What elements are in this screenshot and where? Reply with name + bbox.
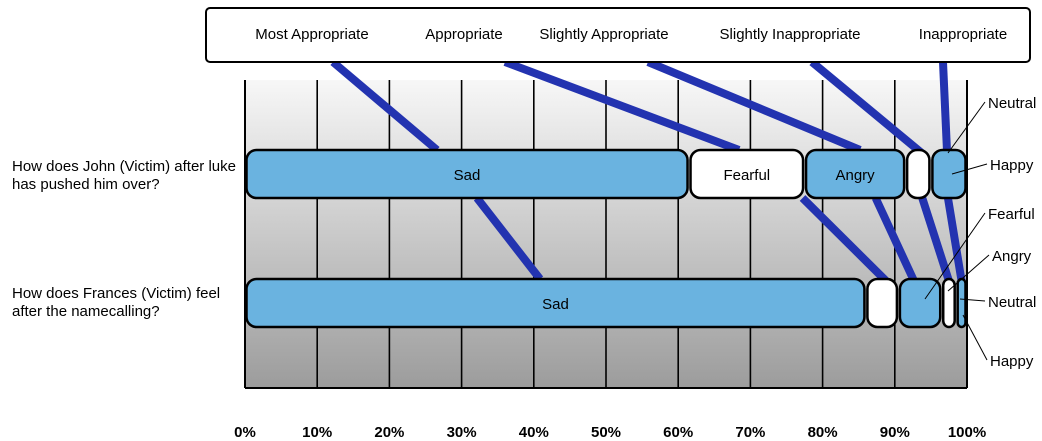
x-tick-label: 100%: [948, 424, 986, 441]
bar-label: Fearful: [723, 167, 770, 184]
category-label-frances: How does Frances (Victim) feel after the…: [12, 285, 221, 320]
x-tick-label: 20%: [374, 424, 404, 441]
bar-segment-happy: [956, 277, 967, 329]
x-tick-label: 0%: [234, 424, 256, 441]
link-line: [646, 58, 862, 154]
link-line: [918, 196, 953, 283]
side-label-angry-2: Angry: [992, 248, 1032, 265]
pointer-line: [947, 101, 986, 154]
x-tick-label: 80%: [808, 424, 838, 441]
bar-label: Sad: [454, 167, 481, 184]
legend-box: [205, 7, 1031, 63]
link-line: [939, 61, 951, 151]
x-tick-label: 10%: [302, 424, 332, 441]
legend-item: Most Appropriate: [255, 26, 368, 43]
legend-link-lines: [330, 58, 966, 284]
bar-segment-sad: [245, 277, 866, 329]
link-line: [330, 58, 440, 154]
side-label-happy-1: Happy: [990, 157, 1034, 174]
legend-item: Slightly Inappropriate: [720, 26, 861, 43]
bars-layer: Sad Fearful Angry Sad: [245, 148, 967, 329]
bar-label: Angry: [835, 167, 875, 184]
pointer-line: [924, 212, 986, 300]
pointer-line: [951, 163, 988, 175]
side-label-fearful-2: Fearful: [988, 206, 1035, 223]
bar-segment-happy: [931, 148, 967, 200]
x-tick-label: 50%: [591, 424, 621, 441]
category-label-john: How does John (Victim) after luke has pu…: [12, 158, 236, 193]
link-line: [799, 195, 889, 284]
bar-label: Sad: [542, 296, 569, 313]
link-line: [872, 196, 918, 283]
bar-segment-fearful: [689, 148, 805, 200]
link-line: [473, 195, 544, 282]
legend-item: Slightly Appropriate: [539, 26, 668, 43]
bar-segment-sad: [245, 148, 689, 200]
x-tick-label: 40%: [519, 424, 549, 441]
pointer-line: [962, 314, 988, 361]
side-labels: Neutral Happy Fearful Angry Neutral Happy: [924, 95, 1036, 370]
x-tick-label: 90%: [880, 424, 910, 441]
pointer-line: [947, 254, 990, 292]
side-label-happy-2: Happy: [990, 353, 1034, 370]
x-tick-label: 30%: [447, 424, 477, 441]
link-line: [809, 58, 926, 158]
bar-segment-fearful: [866, 277, 899, 329]
bar-segment-angry: [804, 148, 906, 200]
side-label-neutral-2: Neutral: [988, 294, 1036, 311]
link-line: [944, 197, 966, 282]
pointer-line: [959, 298, 986, 302]
x-tick-label: 60%: [663, 424, 693, 441]
bar-segment-neutral: [941, 277, 956, 329]
legend-item: Inappropriate: [919, 26, 1007, 43]
legend-item: Appropriate: [425, 26, 503, 43]
x-axis-ticks: 0% 10% 20% 30% 40% 50% 60% 70% 80% 90% 100%: [234, 424, 986, 441]
bar-segment-neutral: [905, 148, 931, 200]
side-label-neutral-1: Neutral: [988, 95, 1036, 112]
link-line: [503, 58, 741, 154]
legend: Most Appropriate Appropriate Slightly Appr…: [205, 7, 1031, 63]
x-tick-label: 70%: [735, 424, 765, 441]
